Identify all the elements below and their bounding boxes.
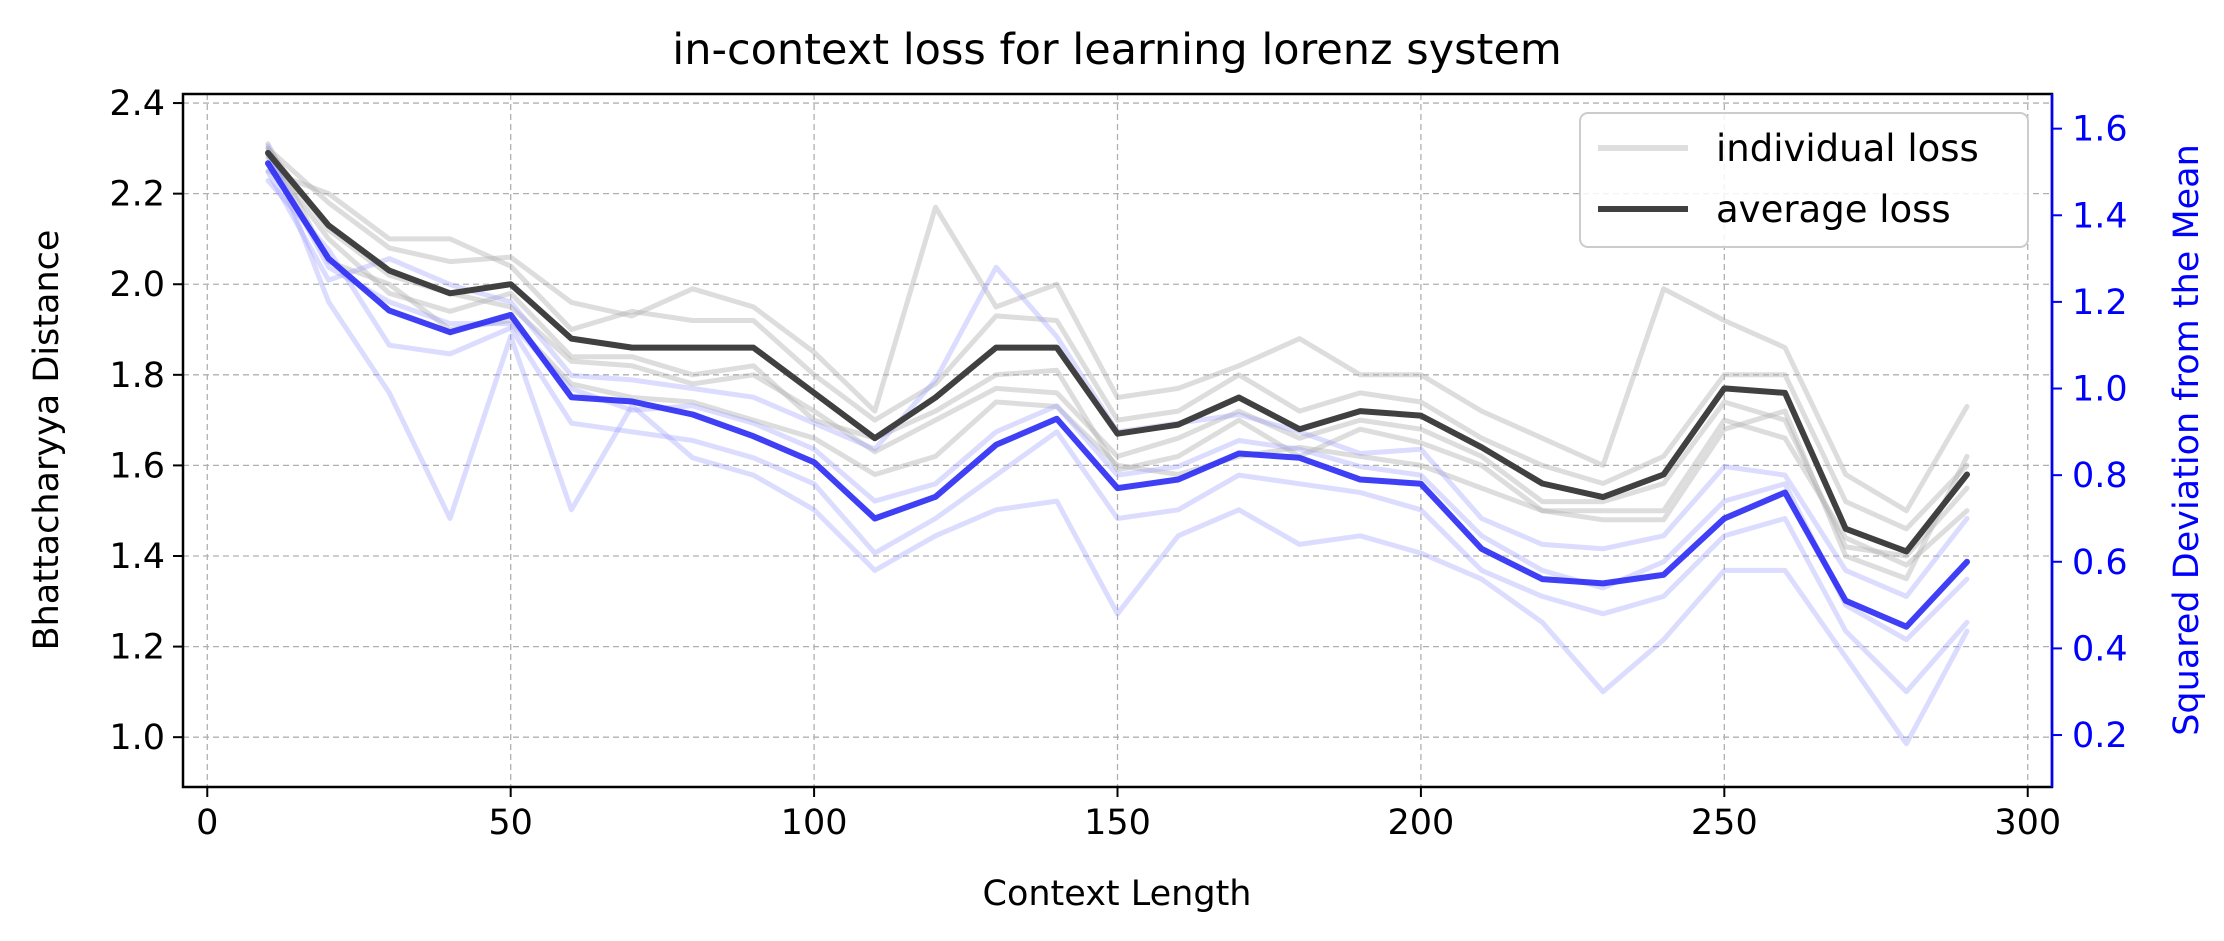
x-tick-label: 200 xyxy=(1388,803,1455,843)
individual-loss-line xyxy=(265,141,1970,568)
x-tick-label: 150 xyxy=(1084,803,1151,843)
right-y-tick-label: 0.4 xyxy=(2072,629,2128,669)
x-tick-label: 300 xyxy=(1994,803,2061,843)
y-axis-label: Bhattacharyya Distance xyxy=(27,230,67,651)
x-tick-label: 250 xyxy=(1691,803,1758,843)
chart-title: in-context loss for learning lorenz syst… xyxy=(672,25,1561,75)
right-y-tick-label: 0.2 xyxy=(2072,716,2128,756)
squared-deviation-line xyxy=(265,160,1970,630)
legend-label-individual: individual loss xyxy=(1716,127,1979,170)
right-y-tick-label: 1.0 xyxy=(2072,370,2128,410)
y-tick-label: 1.8 xyxy=(109,356,165,396)
individual-loss-line xyxy=(265,145,1970,514)
x-tick-label: 50 xyxy=(488,803,533,843)
right-y-tick-label: 1.2 xyxy=(2072,283,2128,323)
y-tick-label: 2.0 xyxy=(109,265,165,305)
legend: individual loss average loss xyxy=(1579,112,2029,248)
x-tick-label: 0 xyxy=(196,803,218,843)
y-tick-label: 1.2 xyxy=(109,628,165,668)
right-y-axis-label: Squared Deviation from the Mean xyxy=(2167,144,2207,736)
individual-loss-line xyxy=(265,145,1970,559)
average-loss-line xyxy=(265,149,1970,555)
y-tick-label: 1.0 xyxy=(109,718,165,758)
individual-deviation-line xyxy=(265,178,1970,695)
axes: 0 50 100 150 200 250 300 1.0 1.2 1.4 1.6 1.8 2.0 2.2 2… xyxy=(109,84,2127,843)
right-y-tick-label: 1.6 xyxy=(2072,110,2128,150)
individual-loss-line xyxy=(265,154,1970,582)
right-y-tick-label: 0.6 xyxy=(2072,543,2128,583)
legend-label-average: average loss xyxy=(1716,188,1951,231)
right-y-tick-label: 1.4 xyxy=(2072,196,2128,236)
right-y-tick-label: 0.8 xyxy=(2072,456,2128,496)
individual-deviation-line xyxy=(265,143,1970,747)
y-tick-label: 1.4 xyxy=(109,537,165,577)
x-tick-label: 100 xyxy=(781,803,848,843)
x-axis-label: Context Length xyxy=(983,874,1252,914)
y-tick-label: 2.4 xyxy=(109,84,165,124)
legend-box xyxy=(1579,112,2029,248)
plot-lines xyxy=(265,141,1970,747)
y-tick-label: 1.6 xyxy=(109,446,165,486)
individual-loss-line xyxy=(265,168,1970,532)
y-tick-label: 2.2 xyxy=(109,175,165,215)
